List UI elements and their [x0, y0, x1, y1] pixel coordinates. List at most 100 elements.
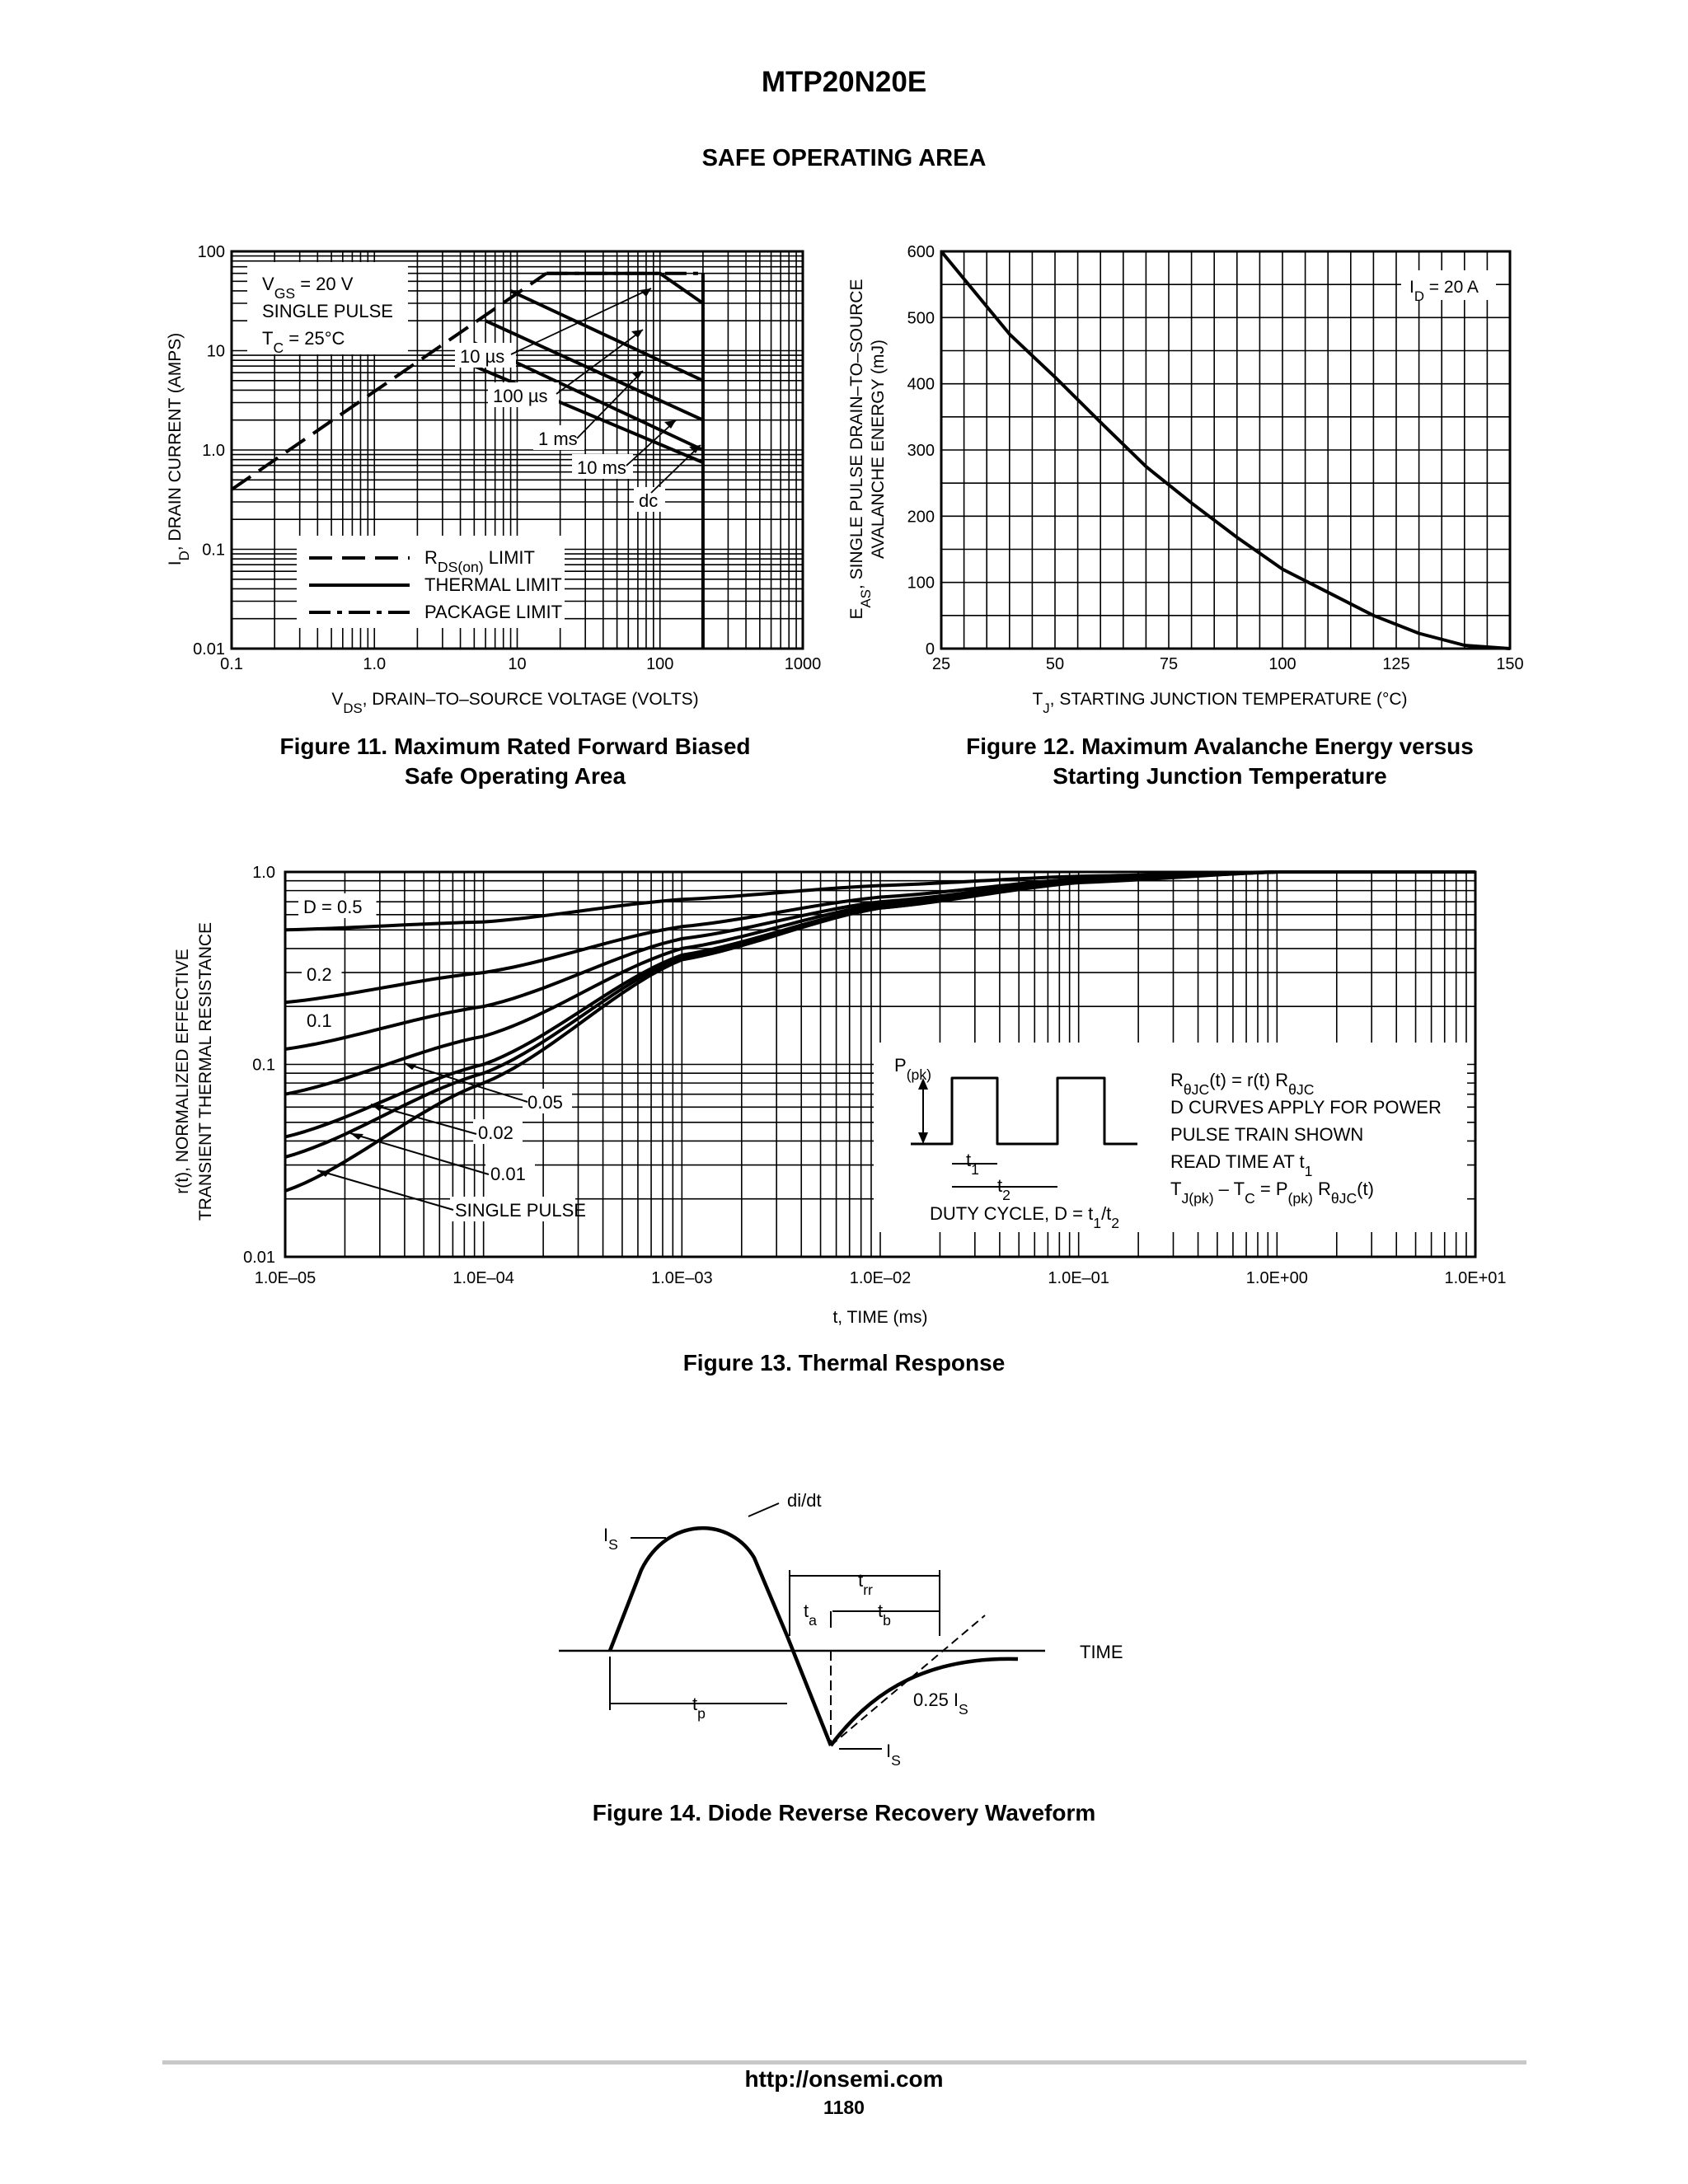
fig11-series-10-s: [546, 271, 705, 305]
fig14-recovery-curve: [829, 1657, 1019, 1747]
footer-url: http://onsemi.com: [744, 2066, 944, 2092]
fig13-series-single-pulse: [284, 870, 1475, 1193]
fig14-caption-line1: Figure 14. Diode Reverse Recovery Wavefo…: [592, 1800, 1096, 1825]
fig11-single-pulse-label: SINGLE PULSE: [262, 301, 393, 321]
fig14-quarter-is-label: 0.25 IS: [913, 1690, 968, 1718]
fig13-ylabel-1: r(t), NORMALIZED EFFECTIVE: [173, 949, 192, 1194]
fig11-x-tick: 10: [508, 655, 526, 673]
fig11-x-tick: 0.1: [220, 655, 243, 673]
fig14-is-bottom-label: IS: [886, 1741, 901, 1769]
fig11-tc-label: TC = 25°C: [262, 328, 345, 356]
fig13-inset-note-0: RθJC(t) = r(t) RθJC: [1170, 1070, 1315, 1098]
fig14-tb-label: tb: [878, 1601, 891, 1629]
fig12-x-tick: 125: [1382, 655, 1409, 673]
fig13-inset-pulse: [911, 1076, 1137, 1146]
fig13-inset-ppk: P(pk): [894, 1055, 931, 1083]
fig12-y-tick: 100: [907, 574, 935, 593]
fig14-caption: Figure 14. Diode Reverse Recovery Wavefo…: [0, 1798, 1688, 1828]
fig13-inset-note-2: PULSE TRAIN SHOWN: [1170, 1124, 1363, 1145]
fig13-label-leader: [316, 1169, 454, 1211]
fig12-ylabel-2: AVALANCHE ENERGY (mJ): [869, 340, 888, 559]
fig11-annotation-arrow: [640, 288, 651, 297]
fig13-x-tick: 1.0E–03: [651, 1269, 713, 1287]
fig11-legend-package-label: PACKAGE LIMIT: [424, 602, 562, 622]
fig13-inset-note-4: TJ(pk) – TC = P(pk) RθJC(t): [1170, 1179, 1374, 1207]
fig13-caption: Figure 13. Thermal Response: [0, 1348, 1688, 1378]
fig14-didt-label: di/dt: [787, 1490, 822, 1511]
fig13-grid: [284, 870, 1477, 1258]
fig13-label-bg: [485, 1160, 535, 1185]
fig11-annotation-bg: [634, 487, 665, 512]
fig13-x-tick: 1.0E–01: [1048, 1269, 1109, 1287]
page-number: 1180: [823, 2097, 865, 2118]
fig14-time-label: TIME: [1080, 1642, 1123, 1662]
fig13-label-arrow: [404, 1063, 417, 1070]
fig13-label-bg: [302, 961, 342, 986]
fig11-xlabel: VDS, DRAIN–TO–SOURCE VOLTAGE (VOLTS): [331, 690, 698, 716]
fig11-conditions-box: [247, 262, 408, 354]
fig13-y-tick: 0.01: [243, 1249, 275, 1267]
fig13-series-label-3: 0.05: [528, 1092, 563, 1113]
fig12-y-tick: 400: [907, 376, 935, 394]
fig11-x-tick: 100: [646, 655, 673, 673]
fig11-y-tick: 100: [198, 243, 225, 261]
fig11-caption-line1: Figure 11. Maximum Rated Forward Biased: [279, 733, 751, 759]
fig13-inset-t2: t2: [997, 1175, 1010, 1203]
fig12-y-tick: 500: [907, 309, 935, 327]
fig13-ticks: 1.0E–05 1.0E–04 1.0E–03 1.0E–02 1.0E–01 1.0E+…: [243, 864, 1506, 1287]
fig14-trr-label: trr: [858, 1570, 873, 1598]
fig13-x-tick: 1.0E–04: [452, 1269, 514, 1287]
fig11-y-tick: 0.1: [202, 541, 225, 560]
fig11-caption: Figure 11. Maximum Rated Forward Biased …: [206, 732, 824, 791]
fig14-is-top-label: IS: [603, 1525, 618, 1553]
document-title: MTP20N20E: [761, 66, 927, 98]
fig14-labels: IS di/dt trr ta tb TIME tp 0.25 IS IS: [603, 1490, 1123, 1769]
fig13-series-label-6: SINGLE PULSE: [455, 1200, 586, 1221]
fig13-label-leader: [403, 1062, 528, 1103]
fig11-ylabel: ID, DRAIN CURRENT (AMPS): [166, 333, 192, 565]
fig11-series-rds-on-limit: [230, 272, 548, 491]
fig12-x-tick: 25: [932, 655, 950, 673]
fig12-caption-line2: Starting Junction Temperature: [1053, 763, 1387, 789]
fig13-x-tick: 1.0E+01: [1444, 1269, 1506, 1287]
fig11-annotation-arrow: [631, 371, 643, 379]
fig11-annotation-leader: [576, 370, 644, 439]
fig13-series-label-5: 0.01: [490, 1164, 526, 1184]
fig12-caption: Figure 12. Maximum Avalanche Energy vers…: [907, 732, 1533, 791]
fig11-annotation-2: 1 ms: [538, 429, 578, 449]
fig11-annotation-arrow: [664, 420, 676, 429]
fig13-label-bg: [450, 1197, 575, 1221]
fig13-series-label-4: 0.02: [478, 1122, 513, 1143]
fig11-legend-thermal-label: THERMAL LIMIT: [424, 574, 562, 595]
fig12-annotation: ID = 20 A: [1409, 278, 1479, 304]
fig13-series: [284, 870, 1475, 1193]
fig12-annotation-bg: [1401, 270, 1496, 300]
fig14-didt-leader: [748, 1502, 780, 1517]
fig13-label-bg: [298, 893, 377, 918]
fig11-y-tick: 1.0: [202, 442, 225, 460]
fig11-annotation-bg: [533, 425, 584, 450]
fig14-waveform: [559, 1526, 1045, 1747]
fig11-y-tick: 0.01: [193, 640, 225, 658]
fig11-annotation-1: 100 µs: [493, 386, 548, 406]
fig14-ta-label: ta: [804, 1601, 817, 1629]
fig11-annotation-leader: [510, 288, 652, 355]
footer-divider: [162, 2060, 1526, 2064]
fig12-series: [940, 250, 1511, 650]
fig13-label-bg: [473, 1119, 523, 1144]
fig11-series-dc: [459, 359, 704, 464]
fig12-y-tick: 0: [926, 640, 935, 658]
fig13-label-bg: [523, 1089, 572, 1113]
fig13-inset-note-1: D CURVES APPLY FOR POWER: [1170, 1097, 1442, 1118]
fig11-annotation-leader: [626, 419, 677, 466]
fig12-series-eas: [940, 250, 1511, 650]
fig11-annotation-bg: [455, 343, 516, 368]
fig13-inset-note-3: READ TIME AT t1: [1170, 1151, 1312, 1179]
fig13-series-label-1: 0.2: [307, 964, 332, 985]
fig11-annotation-4: dc: [639, 490, 658, 511]
